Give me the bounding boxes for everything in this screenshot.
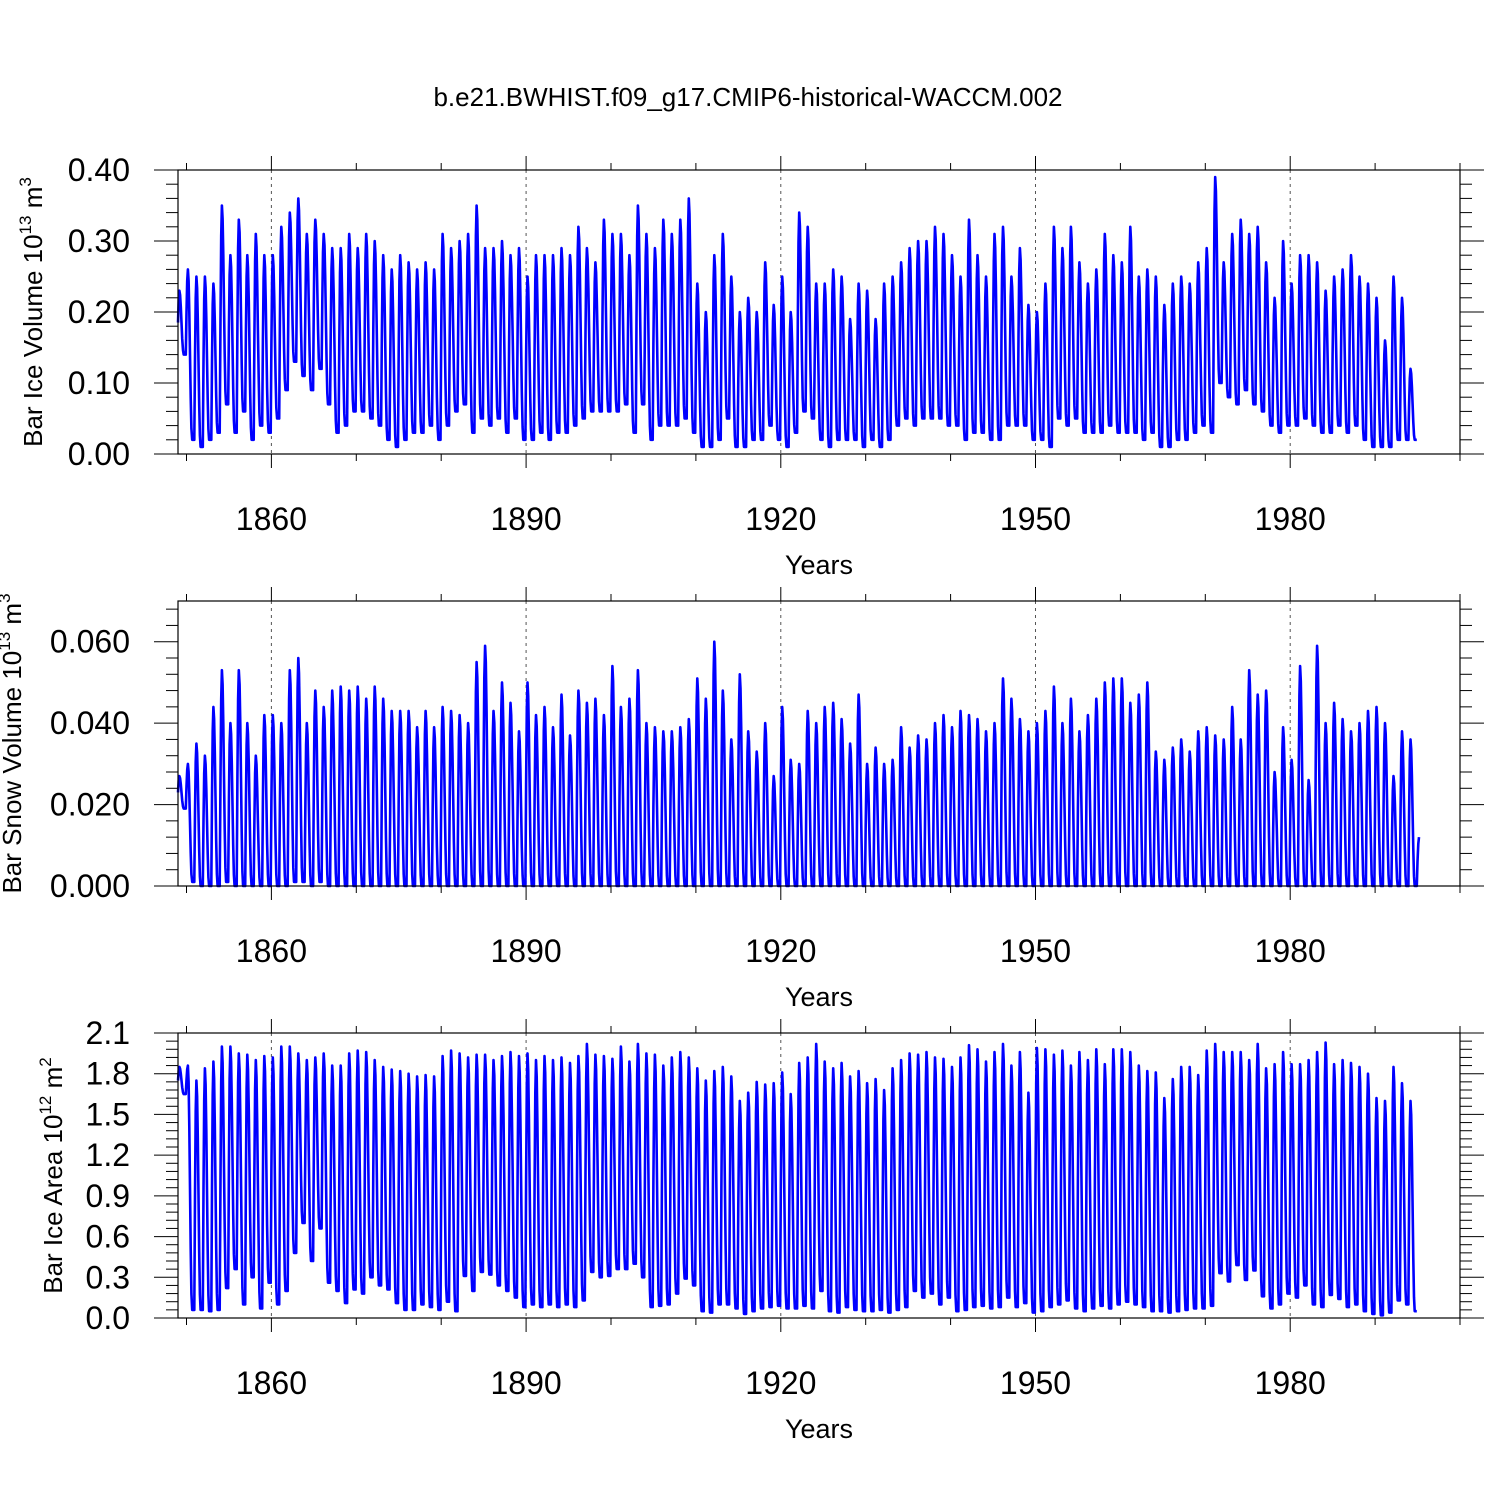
x-tick-label: 1860 (236, 1365, 307, 1401)
figure-title: b.e21.BWHIST.f09_g17.CMIP6-historical-WA… (433, 82, 1062, 112)
y-axis-label-text: m (0, 603, 27, 632)
y-tick-label: 0.40 (68, 152, 130, 188)
y-tick-label: 0.060 (50, 624, 130, 660)
y-tick-label: 0.040 (50, 705, 130, 741)
y-axis-label-text: Bar Ice Volume 10 (18, 234, 48, 446)
data-line-series-2 (176, 640, 1421, 888)
y-axis-label-text: m (18, 187, 48, 216)
y-axis-label-text: Bar Ice Area 10 (38, 1115, 68, 1294)
plot-frame (177, 600, 1461, 887)
x-axis-label: Years (785, 550, 853, 580)
chart-panel-2: 1860 1890 1920 1950 1980 Years 0.000 0.020 0.040… (0, 587, 1484, 1012)
x-tick-label: 1860 (236, 933, 307, 969)
y-axis-label-superscript: 13 (0, 632, 14, 651)
y-axis-label-superscript: 2 (36, 1057, 55, 1066)
y-tick-label: 0.20 (68, 294, 130, 330)
y-axis-label-superscript: 12 (36, 1096, 55, 1115)
y-tick-label: 1.2 (86, 1137, 130, 1173)
y-axis-label-superscript: 13 (16, 215, 35, 234)
y-tick-label: 0.10 (68, 365, 130, 401)
x-axis-label: Years (785, 1414, 853, 1444)
y-tick-label: 0.6 (86, 1219, 130, 1255)
y-tick-label: 0.00 (68, 436, 130, 472)
x-tick-label: 1890 (490, 1365, 561, 1401)
y-axis-label: Bar Ice Volume 1013 m3 (16, 177, 48, 447)
x-tick-label: 1920 (745, 1365, 816, 1401)
y-tick-label: 0.3 (86, 1259, 130, 1295)
y-axis-label-superscript: 3 (0, 593, 14, 602)
y-tick-label: 1.5 (86, 1096, 130, 1132)
y-tick-label: 0.020 (50, 787, 130, 823)
y-axis-label-text: Bar Snow Volume 10 (0, 651, 27, 894)
y-axis-label-superscript: 3 (16, 177, 35, 186)
chart-panel-1: 1860 1890 1920 1950 1980 Years 0.00 0.10 0.20 0.3… (16, 152, 1484, 580)
x-tick-label: 1950 (1000, 1365, 1071, 1401)
y-axis-label: Bar Snow Volume 1013 m3 (0, 593, 27, 893)
x-tick-label: 1980 (1255, 1365, 1326, 1401)
x-tick-label: 1950 (1000, 933, 1071, 969)
x-tick-label: 1980 (1255, 933, 1326, 969)
chart-panel-3: 1860 1890 1920 1950 1980 Years 0.0 0.3 0.6 0.9 1.2… (36, 1015, 1484, 1444)
x-tick-label: 1920 (745, 501, 816, 537)
x-tick-label: 1890 (490, 501, 561, 537)
y-tick-label: 0.30 (68, 223, 130, 259)
x-tick-label: 1920 (745, 933, 816, 969)
x-tick-label: 1890 (490, 933, 561, 969)
y-axis-label-text: m (38, 1067, 68, 1096)
x-tick-label: 1980 (1255, 501, 1326, 537)
plot-frame (177, 1032, 1461, 1319)
x-tick-label: 1950 (1000, 501, 1071, 537)
y-tick-label: 1.8 (86, 1056, 130, 1092)
y-tick-label: 0.000 (50, 868, 130, 904)
x-axis-label: Years (785, 982, 853, 1012)
y-axis-label: Bar Ice Area 1012 m2 (36, 1057, 68, 1294)
y-tick-label: 0.0 (86, 1300, 130, 1336)
data-line-series-3 (176, 1041, 1418, 1317)
y-tick-label: 2.1 (86, 1015, 130, 1051)
y-tick-label: 0.9 (86, 1178, 130, 1214)
x-tick-label: 1860 (236, 501, 307, 537)
data-line-series-1 (176, 175, 1418, 449)
